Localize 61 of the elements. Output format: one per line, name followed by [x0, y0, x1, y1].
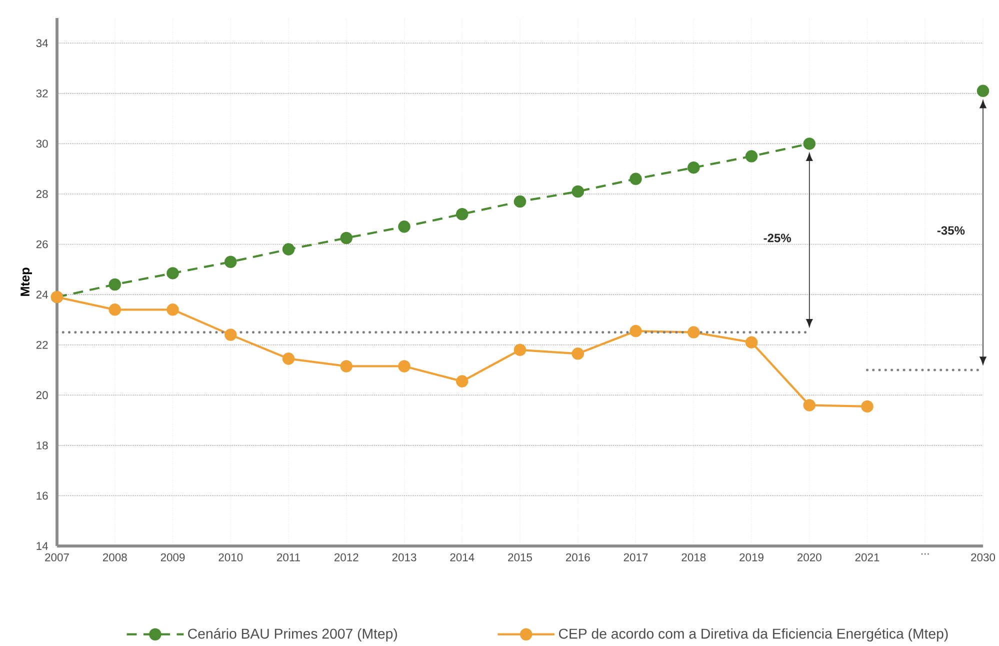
point — [630, 324, 642, 338]
y-axis-title: Mtep — [20, 268, 32, 296]
x-tick-label: ... — [921, 553, 929, 555]
legend-label: Cenário BAU Primes 2007 (Mtep) — [188, 628, 397, 642]
y-tick-label: 20 — [36, 391, 48, 400]
point — [224, 256, 237, 268]
x-tick-label: 2012 — [334, 553, 358, 562]
point — [803, 138, 816, 150]
x-tick-label: 2014 — [450, 553, 474, 562]
legend-label: CEP de acordo com a Diretiva da Eficiencia Energética (Mtep) — [558, 628, 948, 642]
point — [166, 304, 179, 316]
annotation: -25% — [764, 234, 792, 242]
point — [861, 400, 874, 413]
point — [282, 243, 295, 256]
y-tick-label: 30 — [36, 140, 48, 148]
point — [456, 375, 468, 388]
point — [166, 267, 179, 280]
y-tick-label: 26 — [36, 240, 48, 248]
x-tick-label: 2011 — [277, 553, 300, 562]
point — [688, 326, 700, 338]
y-tick-label: 16 — [36, 492, 48, 500]
x-tick-label: 2021 — [855, 553, 880, 562]
x-tick-label: 2009 — [160, 553, 185, 562]
x-tick-label: 2016 — [566, 553, 590, 562]
point — [976, 84, 990, 98]
x-tick-label: 2013 — [392, 553, 416, 562]
y-tick-label: 14 — [36, 542, 48, 550]
point — [514, 344, 526, 356]
point — [630, 172, 642, 186]
point — [745, 150, 758, 162]
x-tick-label: 2008 — [102, 553, 127, 562]
point — [803, 399, 816, 412]
point — [572, 348, 584, 360]
y-tick-label: 24 — [36, 290, 48, 298]
point — [398, 360, 410, 372]
point — [224, 328, 237, 341]
x-tick-label: 2017 — [624, 553, 648, 562]
point — [514, 195, 526, 208]
point — [745, 336, 758, 348]
annotation: -35% — [937, 226, 965, 235]
point — [340, 232, 353, 244]
point — [108, 278, 122, 291]
x-tick-label: 2019 — [740, 553, 764, 562]
x-tick-label: 2020 — [797, 553, 822, 562]
y-tick-label: 22 — [36, 340, 48, 349]
point — [572, 185, 584, 198]
y-tick-label: 28 — [36, 190, 48, 198]
point — [108, 304, 122, 316]
x-tick-label: 2018 — [682, 553, 706, 562]
x-tick-label: 2030 — [971, 553, 996, 562]
y-tick-label: 18 — [36, 441, 48, 450]
x-tick-label: 2015 — [508, 553, 532, 562]
point — [688, 161, 700, 174]
point — [340, 360, 353, 372]
y-tick-label: 32 — [36, 89, 48, 98]
y-tick-label: 34 — [36, 39, 48, 48]
point — [398, 220, 410, 233]
point — [456, 208, 468, 220]
x-tick-label: 2010 — [218, 553, 243, 562]
x-tick-label: 2007 — [45, 553, 69, 562]
point — [282, 352, 295, 365]
